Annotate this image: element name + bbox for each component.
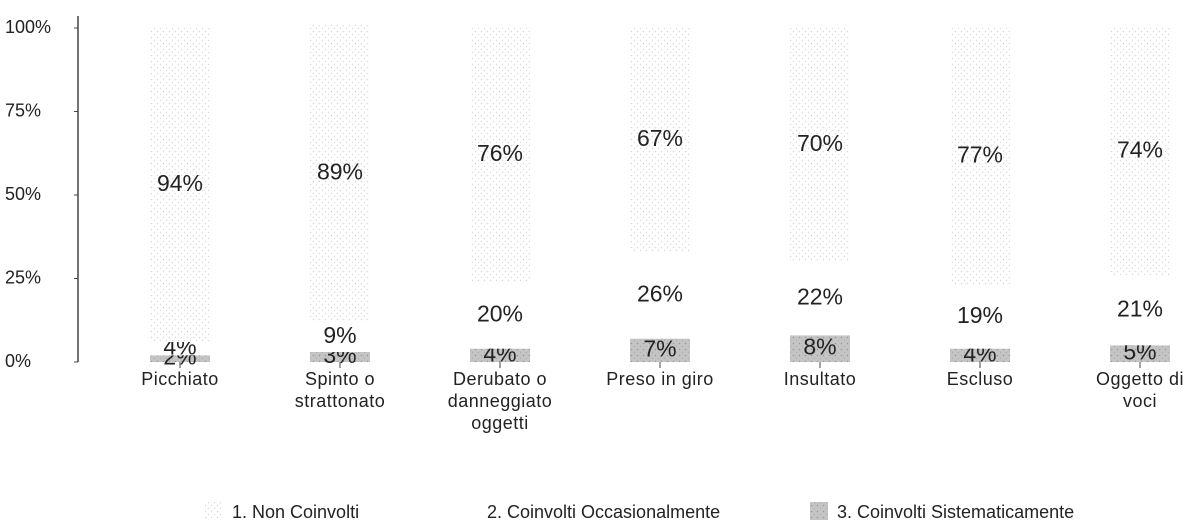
bar-segment [150,28,210,342]
legend-swatch [205,502,223,520]
bar-segment [470,281,530,349]
bar-segment [950,285,1010,349]
legend-swatch [460,502,478,520]
bar-segment [310,321,370,352]
bar-segment [630,28,690,252]
data-label: 7% [643,335,676,361]
bar-segment [630,251,690,339]
data-label: 67% [637,125,683,151]
bar-segment [950,348,1010,362]
data-label: 22% [797,284,843,310]
y-tick-label: 100% [5,17,51,37]
bar-segment [790,261,850,336]
data-label: 8% [803,334,836,360]
data-label: 70% [797,130,843,156]
data-label: 76% [477,140,523,166]
x-tick-label: Derubato o danneggiato oggetti [447,369,553,433]
y-tick-label: 75% [5,100,41,120]
bar-segment [790,28,850,262]
bar-segment [310,24,370,322]
bar-segment [470,28,530,282]
y-tick-label: 50% [5,184,41,204]
legend-label: 3. Coinvolti Sistematicamente [837,502,1074,522]
data-label: 74% [1117,137,1163,163]
data-label: 89% [317,158,363,184]
x-tick-label: Picchiato [141,369,219,389]
y-tick-label: 25% [5,267,41,287]
bar-segment [150,341,210,356]
bar-segment [470,348,530,362]
legend-label: 1. Non Coinvolti [232,502,359,522]
x-tick-label: Preso in giro [606,369,714,389]
bar-segment [1110,275,1170,346]
bar-segment [1110,28,1170,276]
data-label: 21% [1117,295,1163,321]
x-tick-label: Oggetto di voci [1095,369,1185,411]
data-label: 94% [157,170,203,196]
bar-segment [310,351,370,362]
bar-segment [630,338,690,362]
x-tick-label: Insultato [783,369,857,389]
bar-segment [950,28,1010,286]
data-label: 77% [957,142,1003,168]
data-label: 20% [477,300,523,326]
data-label: 19% [957,302,1003,328]
x-tick-label: Escluso [946,369,1014,389]
legend-swatch [810,502,828,520]
bar-segment [150,355,210,362]
bar-segment [1110,345,1170,362]
y-tick-label: 0% [5,351,31,371]
data-label: 9% [323,322,356,348]
legend-label: 2. Coinvolti Occasionalmente [487,502,720,522]
x-tick-label: Spinto o strattonato [294,369,386,411]
bar-segment [790,335,850,362]
data-label: 26% [637,280,683,306]
